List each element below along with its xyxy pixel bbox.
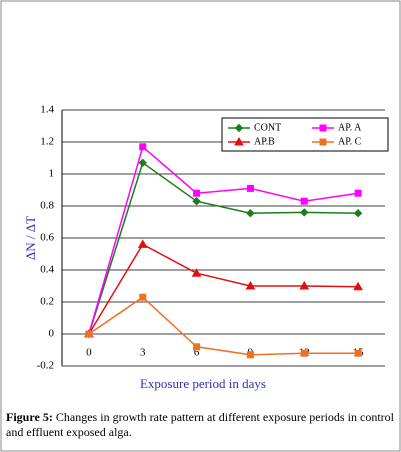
marker	[193, 343, 201, 351]
y-tick-label: 0	[49, 328, 55, 340]
marker	[300, 208, 309, 217]
marker	[299, 280, 310, 290]
marker	[354, 349, 362, 357]
y-tick-label: 0.4	[40, 264, 54, 276]
caption-text: Changes in growth rate pattern at differ…	[6, 410, 394, 439]
marker	[234, 123, 244, 133]
y-tick-label: 1.4	[40, 104, 54, 116]
marker	[191, 268, 202, 277]
marker	[246, 208, 255, 218]
legend-label: AP. C	[338, 136, 362, 147]
marker	[300, 349, 308, 357]
y-axis-label: ΔN / ΔT	[23, 216, 38, 260]
marker	[138, 158, 147, 168]
series-line	[88, 161, 359, 335]
y-tick-label: 0.8	[40, 200, 54, 212]
marker	[139, 143, 147, 151]
marker	[85, 330, 93, 338]
y-tick-label: 0.6	[40, 232, 54, 244]
marker	[193, 189, 201, 197]
legend-label: AP.B	[254, 136, 275, 147]
marker	[353, 208, 363, 218]
marker	[319, 124, 327, 132]
legend-box	[221, 117, 389, 152]
series-line	[88, 243, 359, 335]
marker	[246, 184, 254, 192]
x-axis-label: Exposure period in days	[140, 376, 266, 391]
y-tick-label: -0.2	[37, 360, 54, 372]
y-tick-label: 1	[49, 168, 55, 180]
marker	[353, 281, 363, 291]
caption: Figure 5: Changes in growth rate pattern…	[6, 410, 394, 440]
y-tick-label: 1.2	[40, 136, 54, 148]
marker	[354, 189, 362, 197]
y-tick-label: 0.2	[40, 296, 54, 308]
marker	[192, 196, 201, 206]
marker	[137, 239, 148, 248]
x-tick-label: 3	[140, 347, 146, 359]
x-tick-label: 6	[194, 347, 200, 359]
legend-label: AP. A	[338, 122, 362, 133]
marker	[246, 351, 254, 359]
marker	[139, 293, 147, 301]
x-tick-label: 0	[86, 347, 92, 359]
marker	[319, 138, 327, 146]
series-line	[88, 145, 359, 335]
marker	[245, 280, 256, 290]
marker	[234, 136, 244, 146]
legend-label: CONT	[254, 122, 281, 133]
series-line	[88, 296, 359, 356]
caption-label: Figure 5:	[6, 410, 53, 424]
marker	[300, 197, 308, 205]
